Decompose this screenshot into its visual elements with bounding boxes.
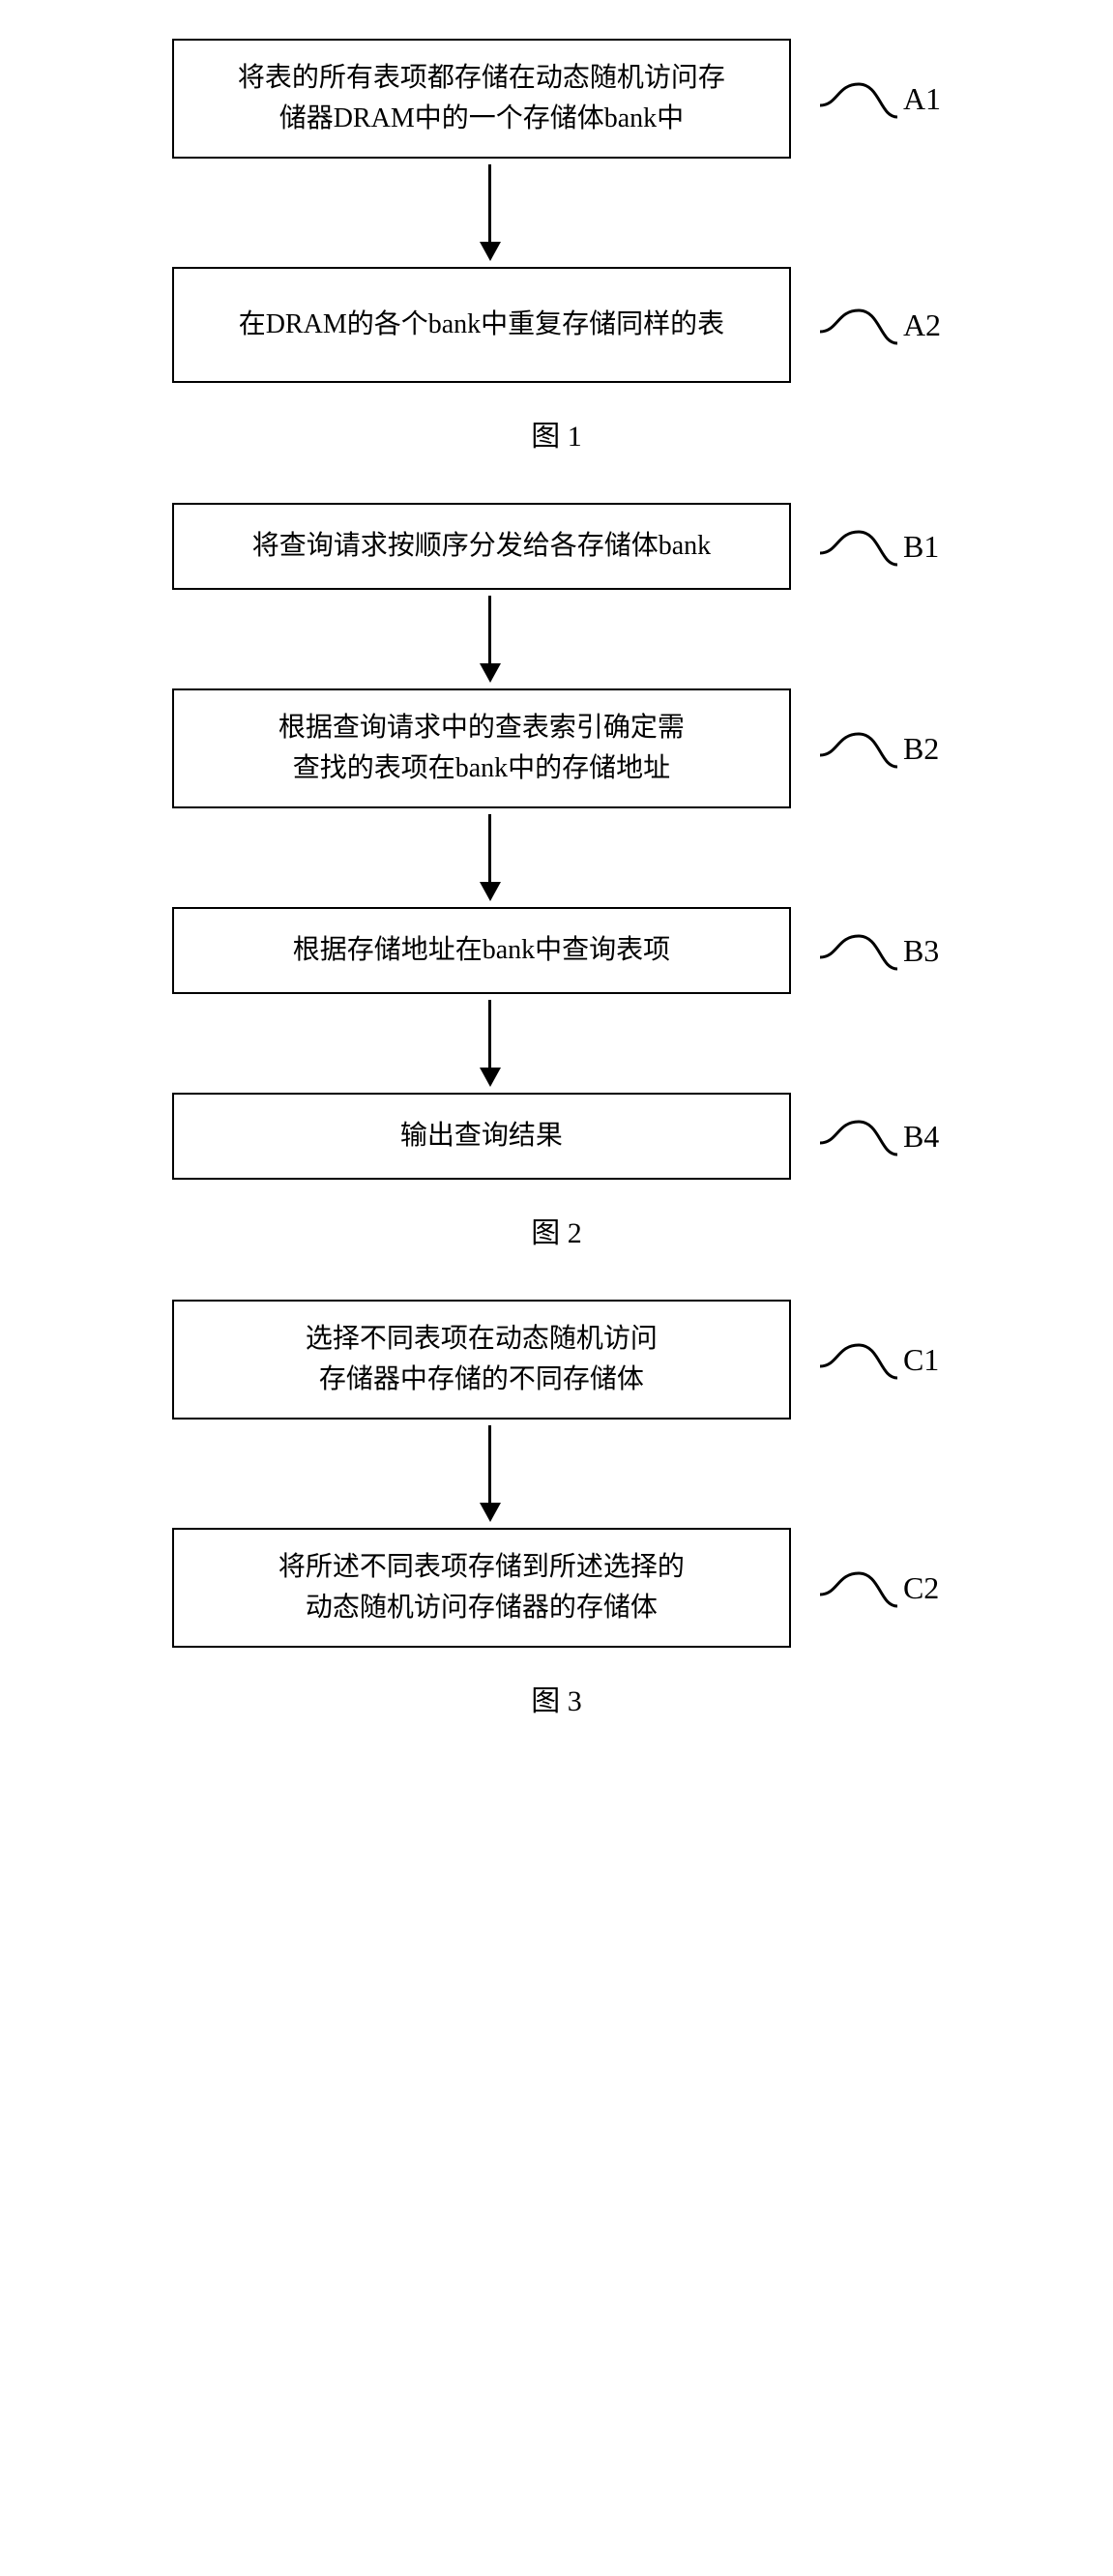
flow-step: 将表的所有表项都存储在动态随机访问存 储器DRAM中的一个存储体bank中 A1 — [172, 39, 941, 159]
figure-caption: 图 3 — [531, 1677, 582, 1719]
flow-box: 根据存储地址在bank中查询表项 — [172, 907, 791, 994]
fig3: 选择不同表项在动态随机访问 存储器中存储的不同存储体 C1 将所述不同表项存储到所述… — [172, 1300, 941, 1719]
flow-box: 将所述不同表项存储到所述选择的 动态随机访问存储器的存储体 — [172, 1528, 791, 1648]
flow-step: 输出查询结果 B4 — [172, 1093, 941, 1180]
flow-box: 将查询请求按顺序分发给各存储体bank — [172, 503, 791, 590]
arrow-down-icon — [480, 814, 501, 901]
figure-caption: 图 1 — [531, 412, 582, 454]
step-label: C2 — [903, 1570, 939, 1606]
step-label-group: A1 — [820, 76, 941, 121]
step-label: B1 — [903, 529, 939, 565]
flow-box: 将表的所有表项都存储在动态随机访问存 储器DRAM中的一个存储体bank中 — [172, 39, 791, 159]
flow-step: 选择不同表项在动态随机访问 存储器中存储的不同存储体 C1 — [172, 1300, 941, 1420]
arrow-down-icon — [480, 1425, 501, 1522]
figure-caption: 图 2 — [531, 1209, 582, 1251]
fig1: 将表的所有表项都存储在动态随机访问存 储器DRAM中的一个存储体bank中 A1 在… — [172, 39, 941, 454]
fig2: 将查询请求按顺序分发给各存储体bank B1 根据查询请求中的查表索引确定需 查找的… — [172, 503, 941, 1251]
arrow-down-icon — [480, 1000, 501, 1087]
flow-step: 根据存储地址在bank中查询表项 B3 — [172, 907, 941, 994]
step-label-group: B3 — [820, 928, 939, 973]
step-label: A2 — [903, 307, 941, 343]
flow-box: 在DRAM的各个bank中重复存储同样的表 — [172, 267, 791, 383]
step-label-group: C1 — [820, 1337, 939, 1382]
flow-step: 将所述不同表项存储到所述选择的 动态随机访问存储器的存储体 C2 — [172, 1528, 941, 1648]
step-label: A1 — [903, 81, 941, 117]
step-label: B4 — [903, 1119, 939, 1155]
step-label: B2 — [903, 731, 939, 767]
step-label-group: B1 — [820, 524, 939, 569]
flow-step: 根据查询请求中的查表索引确定需 查找的表项在bank中的存储地址 B2 — [172, 688, 941, 808]
arrow-down-icon — [480, 596, 501, 683]
step-label-group: B4 — [820, 1114, 939, 1158]
flow-step: 将查询请求按顺序分发给各存储体bank B1 — [172, 503, 941, 590]
step-label-group: C2 — [820, 1566, 939, 1610]
step-label: C1 — [903, 1342, 939, 1378]
step-label-group: B2 — [820, 726, 939, 771]
flow-box: 选择不同表项在动态随机访问 存储器中存储的不同存储体 — [172, 1300, 791, 1420]
flow-box: 输出查询结果 — [172, 1093, 791, 1180]
arrow-down-icon — [480, 164, 501, 261]
flow-step: 在DRAM的各个bank中重复存储同样的表 A2 — [172, 267, 941, 383]
flow-box: 根据查询请求中的查表索引确定需 查找的表项在bank中的存储地址 — [172, 688, 791, 808]
step-label: B3 — [903, 933, 939, 969]
step-label-group: A2 — [820, 303, 941, 347]
